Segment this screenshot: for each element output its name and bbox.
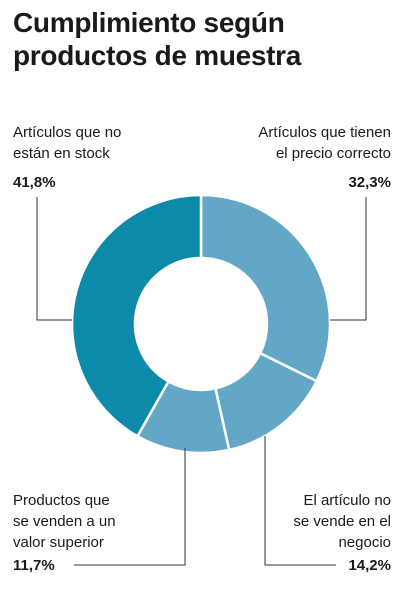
label-higher-price: Productos que se venden a un valor super…: [13, 492, 116, 551]
leader-line-correct-price: [330, 197, 367, 321]
slice-not-in-stock: [70, 193, 203, 438]
percent-higher-price: 11,7%: [13, 557, 55, 574]
percent-not-sold: 14,2%: [348, 557, 391, 574]
donut-slices: [70, 193, 332, 455]
label-correct-price: Artículos que tienen el precio correcto: [258, 124, 391, 162]
percent-correct-price: 32,3%: [348, 174, 391, 191]
slice-correct-price: [199, 193, 332, 383]
leader-lines: [36, 197, 367, 566]
leader-line-not-sold: [264, 436, 336, 566]
leader-line-higher-price: [74, 448, 186, 566]
label-not-in-stock: Artículos que no están en stock: [13, 124, 122, 162]
chart-title: Cumplimiento según productos de muestra: [13, 7, 302, 71]
label-not-sold: El artículo no se vende en el negocio: [293, 492, 391, 551]
leader-line-not-in-stock: [36, 197, 72, 321]
percent-not-in-stock: 41,8%: [13, 174, 56, 191]
